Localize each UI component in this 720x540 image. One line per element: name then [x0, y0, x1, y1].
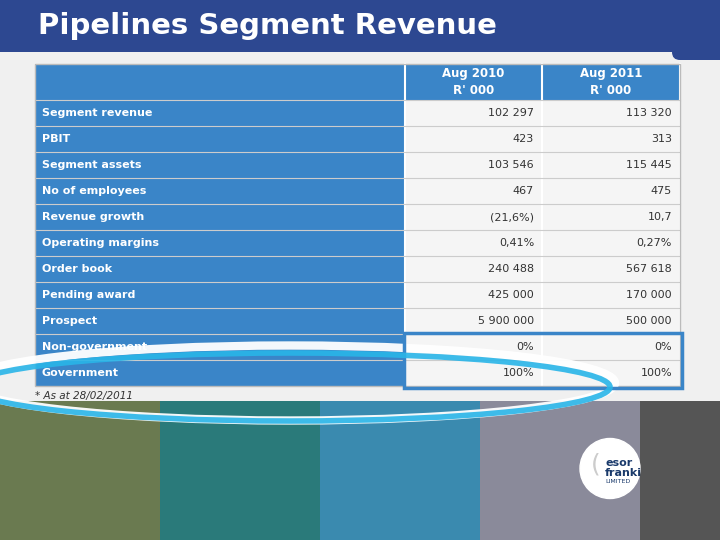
Text: 423: 423: [513, 134, 534, 144]
Bar: [35, 64, 405, 100]
Text: Operating margins: Operating margins: [42, 238, 159, 248]
Bar: [0, 0, 720, 52]
Text: 0%: 0%: [516, 342, 534, 352]
Bar: [542, 282, 680, 308]
Bar: [320, 401, 480, 540]
Bar: [405, 178, 542, 204]
Text: 0,41%: 0,41%: [499, 238, 534, 248]
Text: 10,7: 10,7: [647, 212, 672, 222]
Text: LIMITED: LIMITED: [605, 479, 630, 484]
Text: 100%: 100%: [640, 368, 672, 378]
Text: Aug 2011
R' 000: Aug 2011 R' 000: [580, 67, 642, 97]
Text: Segment assets: Segment assets: [42, 160, 142, 170]
Bar: [542, 152, 680, 178]
Bar: [405, 334, 542, 360]
Bar: [405, 308, 542, 334]
Text: Pipelines Segment Revenue: Pipelines Segment Revenue: [38, 12, 497, 40]
Bar: [405, 282, 542, 308]
Bar: [35, 204, 405, 230]
Bar: [35, 100, 405, 126]
Bar: [405, 152, 542, 178]
Bar: [0, 401, 720, 540]
Bar: [542, 126, 680, 152]
Bar: [405, 256, 542, 282]
Bar: [542, 334, 680, 360]
Text: * As at 28/02/2011: * As at 28/02/2011: [35, 391, 133, 401]
Bar: [480, 401, 640, 540]
Text: Prospect: Prospect: [42, 316, 97, 326]
Bar: [403, 333, 682, 388]
Bar: [35, 230, 405, 256]
Bar: [35, 256, 405, 282]
Bar: [405, 64, 542, 100]
Text: 313: 313: [651, 134, 672, 144]
Text: esor: esor: [605, 458, 632, 469]
Circle shape: [580, 438, 640, 498]
Text: Non-government: Non-government: [42, 342, 147, 352]
Bar: [35, 282, 405, 308]
Bar: [542, 308, 680, 334]
Text: 170 000: 170 000: [626, 290, 672, 300]
FancyBboxPatch shape: [672, 0, 720, 60]
Text: 425 000: 425 000: [488, 290, 534, 300]
Text: 113 320: 113 320: [626, 108, 672, 118]
Text: 100%: 100%: [503, 368, 534, 378]
Bar: [542, 256, 680, 282]
Text: 567 618: 567 618: [626, 264, 672, 274]
Text: 467: 467: [513, 186, 534, 196]
Text: 0,27%: 0,27%: [636, 238, 672, 248]
Text: 240 488: 240 488: [488, 264, 534, 274]
Text: 500 000: 500 000: [626, 316, 672, 326]
Bar: [0, 401, 160, 540]
Bar: [35, 360, 405, 386]
Text: Aug 2010
R' 000: Aug 2010 R' 000: [442, 67, 505, 97]
Text: Government: Government: [42, 368, 119, 378]
Bar: [35, 126, 405, 152]
Bar: [405, 360, 542, 386]
Text: Revenue growth: Revenue growth: [42, 212, 144, 222]
Bar: [542, 360, 680, 386]
Bar: [542, 100, 680, 126]
Text: 0%: 0%: [654, 342, 672, 352]
Text: Segment revenue: Segment revenue: [42, 108, 153, 118]
Text: (21,6%): (21,6%): [490, 212, 534, 222]
Bar: [542, 204, 680, 230]
Bar: [542, 64, 680, 100]
Bar: [542, 178, 680, 204]
Text: No of employees: No of employees: [42, 186, 146, 196]
Text: (: (: [591, 453, 601, 476]
Bar: [405, 126, 542, 152]
Bar: [35, 334, 405, 360]
Text: Pending award: Pending award: [42, 290, 135, 300]
Bar: [35, 64, 680, 386]
Bar: [405, 230, 542, 256]
Bar: [405, 100, 542, 126]
Text: Order book: Order book: [42, 264, 112, 274]
Text: 115 445: 115 445: [626, 160, 672, 170]
Text: franki: franki: [605, 468, 642, 477]
Bar: [542, 230, 680, 256]
Text: 5 900 000: 5 900 000: [478, 316, 534, 326]
Text: 103 546: 103 546: [488, 160, 534, 170]
Bar: [160, 401, 320, 540]
Bar: [405, 204, 542, 230]
Bar: [35, 152, 405, 178]
Text: 102 297: 102 297: [488, 108, 534, 118]
Bar: [35, 178, 405, 204]
Text: PBIT: PBIT: [42, 134, 71, 144]
Bar: [35, 308, 405, 334]
Text: 475: 475: [651, 186, 672, 196]
